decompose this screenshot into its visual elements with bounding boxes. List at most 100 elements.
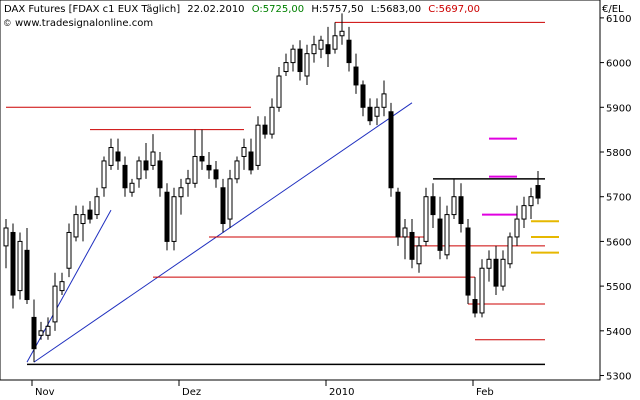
candle-body [493,258,499,287]
candle [367,98,373,126]
candle-body [164,191,170,242]
candle-body [150,151,156,166]
candle [381,80,387,117]
candle [241,138,247,170]
candle [311,35,317,63]
y-tick-label: 5500 [606,282,631,293]
candle [339,13,345,45]
candle-body [171,196,177,242]
candle [38,321,44,340]
candle [206,152,212,179]
candle-body [395,191,401,238]
candle-body [360,84,366,108]
candle-body [430,196,436,216]
candle [213,160,219,188]
candle [290,44,296,72]
candle [234,156,240,184]
candle [521,196,527,228]
candle-body [178,187,184,198]
candle [136,156,142,188]
candle [10,223,16,309]
candle [129,178,135,197]
candle-body [465,227,471,296]
candle-body [437,218,443,251]
candle [297,40,303,81]
y-tick-label: 5600 [606,237,631,248]
candle-body [213,169,219,180]
candle [178,178,184,215]
x-tick-label: 2010 [329,387,354,398]
candle-body [458,196,464,225]
candle-body [80,214,86,225]
candle-body [500,258,506,287]
candle [248,138,254,175]
instrument-title: DAX Futures [FDAX c1 EUX Täglich] [4,4,180,15]
candle [199,129,205,170]
candle [24,228,30,304]
candle [157,152,163,197]
header-date: 22.02.2010 [187,4,244,15]
watermark-text: www.tradesignalonline.com [15,18,153,29]
candle-body [24,249,30,301]
candle-body [507,236,513,265]
candle [171,187,177,251]
header-close: C:5697,00 [428,4,480,15]
candle [80,205,86,242]
candle [486,250,492,282]
candle [360,80,366,117]
candle [66,223,72,278]
candle-body [332,35,338,50]
candle [402,219,408,260]
candle-body [346,39,352,64]
candle [276,67,282,112]
candle [150,134,156,170]
candle-body [87,209,93,220]
candle [101,156,107,197]
candle-body [192,155,198,184]
x-tick-label: Feb [476,387,494,398]
y-tick-label: 6000 [606,59,631,70]
candle-body [45,325,51,336]
candle-body [59,281,65,292]
candle [227,169,233,228]
candle [423,187,429,246]
candle [479,259,485,318]
candle-body [241,147,247,157]
x-axis: Nov Dez 2010 Feb [31,380,494,398]
candle-body [108,147,114,166]
candle [325,26,331,68]
candle [458,183,464,233]
y-tick-label: 5400 [606,327,631,338]
candle [87,201,93,224]
candle-body [402,227,408,238]
candle [283,53,289,76]
candle-body [115,151,121,162]
candle-body [486,258,492,269]
candle [185,169,191,197]
candle-body [374,106,380,117]
candle-body [479,267,485,314]
candle-body [276,75,282,108]
candle [52,272,58,331]
candle [409,219,415,269]
candle-body [381,93,387,108]
candle-body [283,62,289,73]
candle [262,116,268,139]
candle [143,143,149,179]
header-low: L:5683,00 [371,4,421,15]
candle [3,219,9,269]
candle-body [73,214,79,238]
y-tick-label: 5800 [606,148,631,159]
candle [430,183,436,228]
candle-body [66,231,72,269]
candle [115,138,121,170]
candle-body [3,227,9,247]
candle [437,196,443,260]
watermark-symbol: © [4,18,11,28]
candle [192,129,198,188]
candle-body [255,124,261,166]
y-tick-label: 5700 [606,193,631,204]
candle [45,317,51,340]
candlestick-series [3,13,541,363]
candle-body [290,48,296,64]
